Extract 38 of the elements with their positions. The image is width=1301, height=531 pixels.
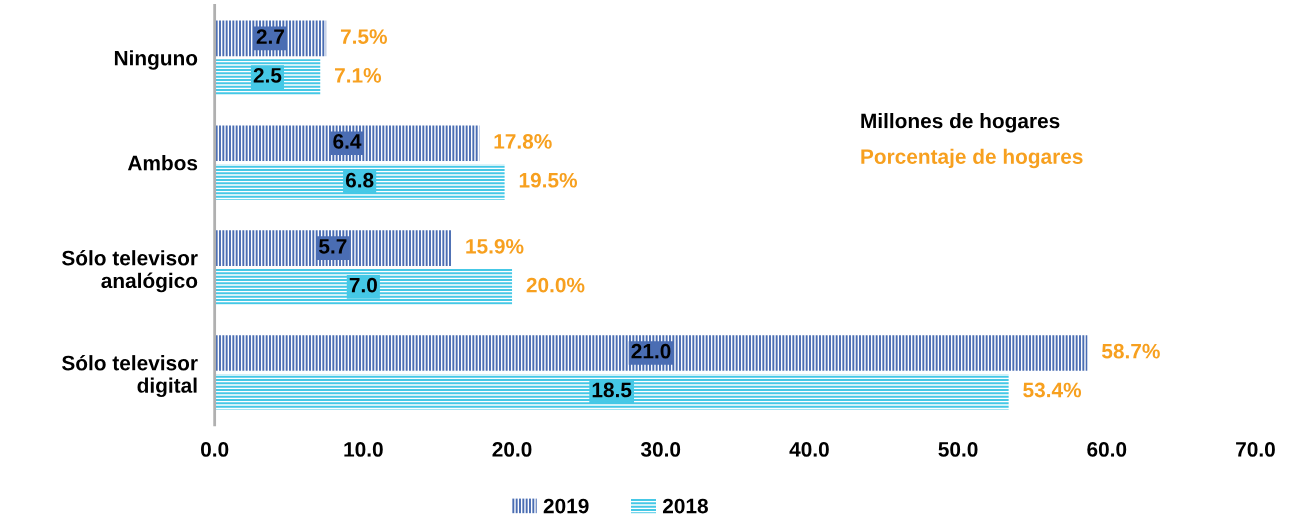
bar: [214, 373, 1009, 410]
annotation: 21.0: [631, 343, 671, 359]
x-tick-label: 70.0: [1236, 442, 1275, 457]
x-tick-label: 0.0: [201, 442, 229, 457]
data-label: 53.4%: [1023, 382, 1082, 398]
x-tick-label: 30.0: [640, 442, 681, 457]
annotation: 2.5: [253, 67, 282, 83]
bar: [214, 164, 505, 200]
data-label: 17.8%: [494, 134, 552, 149]
x-tick-label: 40.0: [789, 442, 829, 457]
legend-label: 2018: [662, 498, 708, 514]
bar: [214, 125, 480, 162]
x-tick-label: 60.0: [1087, 442, 1127, 457]
annotation: 2.7: [256, 29, 284, 44]
annotation: 6.4: [333, 134, 362, 149]
data-label: 15.9%: [466, 238, 524, 254]
data-label: 7.5%: [340, 29, 387, 44]
data-label: 7.1%: [335, 68, 382, 83]
annotation: 7.0: [349, 277, 377, 293]
bar: [214, 230, 452, 266]
y-tick-label: Ninguno: [114, 50, 198, 70]
x-tick-label: 20.0: [492, 442, 532, 457]
annotation: 5.7: [319, 239, 347, 254]
x-tick-label: 50.0: [938, 442, 978, 457]
y-tick-label: Ambos: [127, 155, 198, 171]
y-tick-label: Sólo televisor digital: [61, 354, 198, 398]
y-tick-label: Sólo televisor analógico: [61, 249, 198, 293]
annotation: Porcentaje de hogares: [861, 148, 1083, 169]
annotation: 18.5: [592, 382, 632, 398]
bar: [214, 335, 1088, 371]
x-tick-label: 10.0: [344, 442, 383, 457]
annotation: 6.8: [345, 172, 374, 188]
bar: [214, 269, 513, 305]
data-label: 58.7%: [1101, 343, 1160, 359]
data-label: 20.0%: [526, 277, 585, 293]
data-label: 19.5%: [519, 172, 578, 188]
legend-label: 2019: [543, 498, 589, 514]
annotation: Millones de hogares: [861, 113, 1060, 133]
